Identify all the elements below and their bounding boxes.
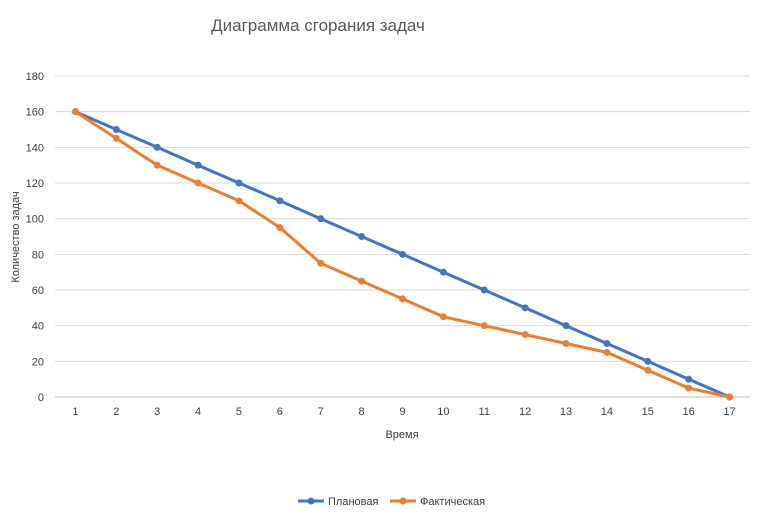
y-axis-label: Количество задач — [10, 191, 22, 282]
legend-label: Плановая — [328, 496, 378, 508]
x-tick-label: 3 — [154, 406, 160, 418]
data-point — [235, 197, 243, 205]
series-layer — [71, 108, 734, 401]
y-tick-label: 60 — [32, 285, 44, 297]
legend-label: Фактическая — [420, 496, 485, 508]
y-tick-label: 0 — [38, 392, 44, 404]
legend-swatch-marker — [307, 497, 315, 505]
data-point — [439, 268, 447, 276]
data-point — [685, 375, 693, 383]
x-tick-label: 17 — [723, 406, 735, 418]
grid-lines — [55, 75, 750, 398]
x-tick-label: 11 — [479, 406, 490, 418]
x-tick-label: 15 — [642, 406, 654, 418]
data-point — [317, 215, 325, 223]
y-tick-label: 80 — [32, 249, 44, 261]
x-tick-label: 6 — [277, 406, 283, 418]
x-tick-label: 12 — [519, 406, 531, 418]
legend-item: Фактическая — [390, 496, 485, 508]
data-point — [276, 197, 284, 205]
x-tick-label: 8 — [359, 406, 365, 418]
data-point — [235, 179, 243, 187]
y-tick-label: 120 — [26, 178, 44, 190]
data-point — [194, 179, 202, 187]
data-point — [562, 322, 570, 330]
data-point — [685, 384, 693, 392]
data-point — [399, 250, 406, 258]
data-point — [480, 286, 488, 294]
data-point — [562, 340, 570, 347]
data-point — [112, 126, 120, 133]
data-point — [153, 161, 161, 169]
x-tick-label: 13 — [560, 406, 572, 418]
x-axis-ticks: 1 2 3 4 5 6 7 8 9 10 11 12 13 14 15 16 17 — [72, 406, 735, 418]
legend-swatch-marker — [399, 497, 407, 505]
chart-title: Диаграмма сгорания задач — [211, 16, 425, 35]
data-point — [112, 134, 120, 142]
data-point — [439, 313, 447, 321]
data-point — [521, 331, 529, 339]
x-tick-label: 14 — [601, 406, 613, 418]
y-tick-label: 100 — [26, 214, 44, 226]
x-tick-label: 9 — [399, 406, 405, 418]
y-tick-label: 20 — [32, 356, 44, 368]
x-tick-label: 16 — [683, 406, 695, 418]
x-tick-label: 4 — [195, 406, 201, 418]
x-tick-label: 7 — [318, 406, 324, 418]
data-point — [358, 233, 366, 240]
data-point — [194, 161, 202, 169]
data-point — [644, 357, 652, 365]
y-tick-label: 40 — [32, 321, 44, 333]
data-point — [153, 143, 161, 151]
data-point — [644, 366, 652, 374]
data-point — [521, 304, 529, 312]
data-point — [71, 108, 79, 116]
data-point — [603, 340, 611, 347]
y-tick-label: 160 — [26, 107, 44, 119]
x-axis-label: Время — [385, 429, 418, 441]
data-point — [726, 393, 734, 401]
y-tick-label: 180 — [26, 71, 44, 83]
data-point — [480, 322, 488, 330]
data-point — [603, 348, 611, 356]
data-point — [317, 259, 325, 267]
data-point — [276, 224, 284, 232]
legend-item: Плановая — [298, 496, 378, 508]
series-actual — [71, 108, 734, 401]
x-tick-label: 10 — [437, 406, 449, 418]
data-point — [358, 277, 366, 285]
y-tick-label: 140 — [26, 142, 44, 154]
x-tick-label: 5 — [236, 406, 242, 418]
x-tick-label: 1 — [72, 406, 78, 418]
x-tick-label: 2 — [113, 406, 119, 418]
y-axis-ticks: 0 20 40 60 80 100 120 140 160 180 — [26, 71, 44, 404]
legend: Плановая Фактическая — [298, 496, 485, 508]
data-point — [399, 295, 406, 303]
